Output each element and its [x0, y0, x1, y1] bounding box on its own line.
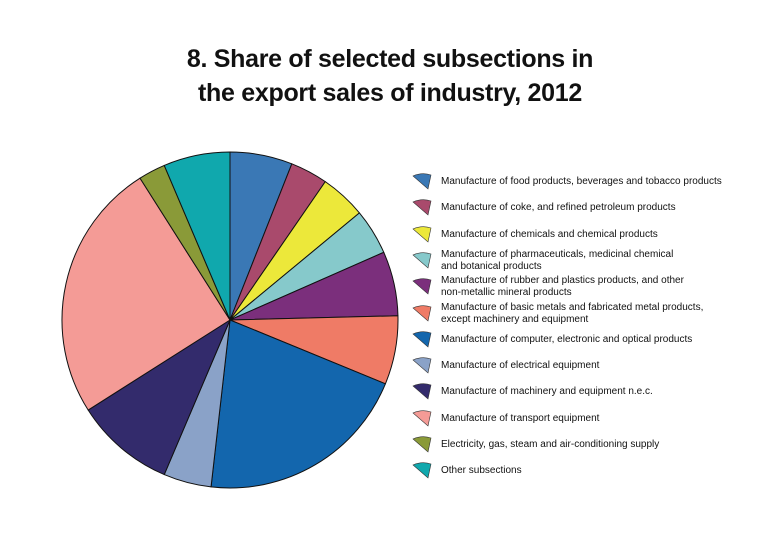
legend-item-9: Manufacture of machinery and equipment n… [410, 380, 770, 406]
legend-label: Manufacture of chemicals and chemical pr… [441, 228, 658, 240]
pie-slice-7 [210, 319, 386, 489]
chart-title-line-1: 8. Share of selected subsections in [186, 45, 594, 73]
legend-item-8: Manufacture of electrical equipment [410, 354, 770, 380]
legend-item-7: Manufacture of computer, electronic and … [410, 328, 770, 354]
chart-title: 8. Share of selected subsections in the … [0, 42, 780, 110]
pie-slice-9 [87, 319, 231, 476]
legend-label: Manufacture of machinery and equipment n… [441, 386, 653, 398]
pie-slice-10 [61, 177, 231, 411]
legend-item-5: Manufacture of rubber and plastics produ… [410, 275, 770, 301]
legend-label: Manufacture of transport equipment [441, 412, 600, 424]
legend-swatch-icon [412, 357, 432, 374]
legend-swatch-icon [412, 278, 432, 295]
legend-swatch-icon [412, 304, 432, 322]
legend-swatch-icon [412, 199, 432, 216]
legend-item-3: Manufacture of chemicals and chemical pr… [410, 223, 770, 249]
legend-label: Manufacture of rubber and plastics produ… [441, 275, 684, 299]
pie-chart [61, 151, 399, 489]
legend-label: Electricity, gas, steam and air-conditio… [441, 439, 660, 450]
legend-swatch-icon [412, 410, 432, 427]
legend-label: Manufacture of pharmaceuticals, medicina… [441, 248, 674, 272]
legend-label: Other subsections [441, 465, 522, 477]
legend-label: Manufacture of basic metals and fabricat… [441, 301, 704, 325]
legend-item-2: Manufacture of coke, and refined petrole… [410, 196, 770, 222]
legend-label: Manufacture of electrical equipment [441, 360, 600, 372]
legend-item-10: Manufacture of transport equipment [410, 407, 770, 433]
legend-swatch-icon [412, 226, 432, 243]
legend-item-1: Manufacture of food products, beverages … [410, 170, 770, 196]
legend-label: Manufacture of food products, beverages … [441, 176, 722, 187]
legend-swatch-icon [412, 173, 432, 190]
legend-swatch-icon [412, 436, 432, 453]
legend-label: Manufacture of computer, electronic and … [441, 333, 693, 345]
legend-item-6: Manufacture of basic metals and fabricat… [410, 302, 770, 328]
pie-slice-12 [163, 151, 231, 321]
legend-swatch-icon [412, 462, 432, 479]
legend-item-11: Electricity, gas, steam and air-conditio… [410, 433, 770, 459]
legend-label: Manufacture of coke, and refined petrole… [441, 202, 676, 214]
legend-swatch-icon [412, 383, 432, 400]
legend-item-12: Other subsections [410, 459, 770, 485]
legend-swatch-icon [412, 331, 432, 348]
legend-item-4: Manufacture of pharmaceuticals, medicina… [410, 249, 770, 275]
chart-title-line-2: the export sales of industry, 2012 [198, 79, 582, 107]
legend-swatch-icon [412, 252, 432, 269]
